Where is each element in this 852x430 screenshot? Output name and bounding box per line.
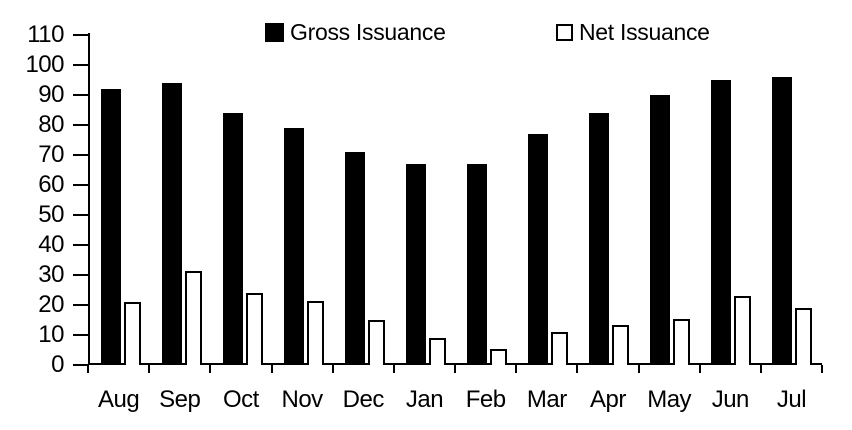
bar-net-nov — [306, 300, 324, 365]
x-label-sep: Sep — [159, 386, 201, 413]
bar-group-feb — [456, 35, 517, 365]
legend-label-net-issuance: Net Issuance — [579, 19, 710, 45]
x-label-feb: Feb — [465, 386, 506, 413]
bar-group-oct — [212, 35, 273, 365]
bar-net-jun — [733, 296, 751, 365]
y-tick-70 — [73, 154, 88, 156]
x-label-mar: Mar — [526, 386, 567, 413]
white-outlined-square-icon — [556, 24, 573, 41]
x-tick-7 — [515, 365, 518, 373]
x-tick-2 — [209, 365, 212, 373]
bar-group-nov — [273, 35, 334, 365]
x-label-aug: Aug — [97, 386, 140, 413]
y-tick-10 — [73, 334, 88, 336]
bar-net-may — [672, 318, 690, 365]
y-tick-label-0: 0 — [51, 351, 64, 378]
bar-group-dec — [334, 35, 395, 365]
bar-gross-may — [649, 95, 670, 365]
bar-gross-sep — [161, 83, 182, 365]
bar-net-jul — [794, 308, 812, 365]
legend-item-gross-issuance: Gross Issuance — [265, 19, 446, 46]
bar-net-dec — [367, 320, 385, 365]
y-tick-label-10: 10 — [38, 321, 64, 348]
bar-gross-apr — [588, 113, 609, 365]
bar-group-jun — [700, 35, 761, 365]
y-tick-110 — [73, 34, 88, 36]
y-tick-label-110: 110 — [27, 21, 64, 48]
bar-net-jan — [428, 338, 446, 365]
y-tick-0 — [73, 364, 88, 366]
bar-gross-feb — [466, 164, 487, 365]
y-tick-label-80: 80 — [38, 111, 64, 138]
legend-label-gross-issuance: Gross Issuance — [290, 19, 446, 45]
y-tick-100 — [73, 64, 88, 66]
x-tick-12 — [821, 365, 823, 373]
y-tick-label-50: 50 — [38, 201, 64, 228]
bar-net-feb — [489, 348, 507, 365]
x-tick-6 — [454, 365, 456, 373]
bar-group-jul — [761, 35, 822, 365]
y-tick-label-90: 90 — [38, 81, 64, 108]
bar-group-apr — [578, 35, 639, 365]
x-label-jun: Jun — [711, 386, 750, 413]
y-tick-30 — [73, 274, 88, 276]
bar-gross-oct — [222, 113, 243, 365]
bar-gross-jun — [710, 80, 731, 365]
x-label-jan: Jan — [405, 386, 444, 413]
y-tick-label-30: 30 — [38, 261, 64, 288]
plot-area — [88, 33, 822, 365]
y-tick-60 — [73, 184, 88, 186]
y-tick-20 — [73, 304, 88, 306]
x-tick-9 — [637, 365, 640, 373]
bar-group-mar — [517, 35, 578, 365]
x-tick-4 — [331, 365, 334, 373]
y-tick-label-60: 60 — [38, 171, 64, 198]
y-tick-90 — [73, 94, 88, 96]
x-label-dec: Dec — [342, 386, 385, 413]
x-tick-5 — [392, 365, 395, 373]
bar-gross-jul — [771, 77, 792, 365]
x-tick-8 — [576, 365, 579, 373]
bar-net-sep — [184, 270, 202, 365]
y-tick-label-40: 40 — [38, 231, 64, 258]
y-tick-label-20: 20 — [38, 291, 64, 318]
bar-gross-aug — [100, 89, 121, 365]
bar-gross-mar — [527, 134, 548, 365]
x-label-may: May — [647, 386, 692, 413]
bar-gross-dec — [344, 152, 365, 365]
x-tick-10 — [698, 365, 701, 373]
filled-black-square-icon — [265, 23, 284, 42]
y-tick-80 — [73, 124, 88, 126]
y-tick-40 — [73, 244, 88, 246]
bar-net-mar — [550, 332, 568, 365]
bar-group-aug — [90, 35, 151, 365]
x-tick-1 — [148, 365, 151, 373]
bar-net-aug — [123, 302, 141, 365]
bar-group-may — [639, 35, 700, 365]
y-tick-label-100: 100 — [25, 51, 64, 78]
bars-area — [90, 35, 822, 365]
x-label-jul: Jul — [776, 386, 807, 413]
x-label-nov: Nov — [281, 386, 324, 413]
bar-group-jan — [395, 35, 456, 365]
bar-net-oct — [245, 293, 263, 365]
bar-net-apr — [611, 324, 629, 365]
bar-gross-jan — [405, 164, 426, 365]
x-tick-11 — [759, 365, 762, 373]
x-axis-labels: Aug Sep Oct Nov Dec Jan Feb Mar Apr May Jun Jul — [88, 386, 822, 414]
x-tick-0 — [87, 365, 89, 373]
legend-item-net-issuance: Net Issuance — [556, 19, 710, 46]
y-tick-50 — [73, 214, 88, 216]
x-tick-3 — [270, 365, 273, 373]
x-label-apr: Apr — [590, 386, 626, 413]
y-tick-label-70: 70 — [38, 141, 64, 168]
x-label-oct: Oct — [223, 386, 259, 413]
bar-group-sep — [151, 35, 212, 365]
bar-gross-nov — [283, 128, 304, 365]
